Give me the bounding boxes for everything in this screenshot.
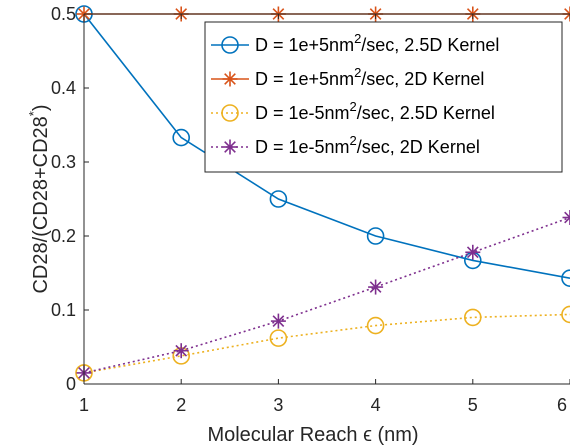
legend-label-3: D = 1e-5nm2/sec, 2.5D Kernel	[255, 99, 495, 123]
data-point-s4-3	[270, 313, 286, 329]
series-line-4	[83, 216, 570, 374]
series-line-3	[83, 313, 570, 374]
y-axis-label-sup: *	[26, 111, 41, 116]
y-axis-label-base: CD28/(CD28+CD28	[30, 116, 52, 293]
legend-label-2-sup: 2	[354, 65, 361, 80]
y-axis-label: CD28/(CD28+CD28*)	[26, 104, 52, 293]
legend-label-3-post: /sec, 2.5D Kernel	[357, 103, 495, 123]
y-axis-label-tail: )	[30, 104, 52, 111]
legend-marker-3	[221, 104, 239, 122]
legend-marker-2	[222, 71, 238, 87]
legend-marker-1	[221, 36, 239, 54]
legend-label-1: D = 1e+5nm2/sec, 2.5D Kernel	[255, 31, 499, 55]
legend-label-3-sup: 2	[350, 99, 357, 114]
x-axis-label: Molecular Reach ϵ (nm)	[207, 424, 418, 446]
legend-label-4-post: /sec, 2D Kernel	[357, 137, 480, 157]
legend-label-1-sup: 2	[354, 31, 361, 46]
data-point-s3-6	[561, 305, 570, 324]
x-tick-label-1: 1	[79, 395, 89, 415]
data-point-s3-4	[366, 316, 385, 335]
data-point-s1-2	[172, 128, 190, 147]
legend-label-2-post: /sec, 2D Kernel	[361, 69, 484, 89]
legend-label-4: D = 1e-5nm2/sec, 2D Kernel	[255, 133, 480, 157]
data-point-s4-5	[465, 244, 481, 260]
x-tick-label-5: 5	[468, 395, 478, 415]
y-tick-label-0.2: 0.2	[51, 226, 76, 246]
legend-label-2-pre: D = 1e+5nm	[255, 69, 354, 89]
data-point-s4-6	[562, 210, 570, 225]
data-point-s1-4	[366, 227, 385, 245]
legend-label-4-sup: 2	[350, 133, 357, 148]
data-point-s3-5	[463, 308, 482, 327]
data-point-s4-4	[368, 279, 384, 295]
x-tick-label-2: 2	[176, 395, 186, 415]
legend-marker-4	[222, 139, 238, 155]
axes: 1 2 3 4 5 6 0 0.1 0.2 0.3 0.4 0.5 Molecular Reach ϵ …	[26, 4, 570, 446]
x-tick-label-6: 6	[557, 395, 567, 415]
data-point-s1-6	[561, 269, 570, 287]
legend-label-1-post: /sec, 2.5D Kernel	[361, 35, 499, 55]
legend-label-3-pre: D = 1e-5nm	[255, 103, 350, 123]
series-line-1	[83, 13, 570, 279]
x-tick-label-4: 4	[371, 395, 381, 415]
x-tick-label-3: 3	[273, 395, 283, 415]
data-point-s1-3	[269, 190, 288, 208]
legend-label-4-pre: D = 1e-5nm	[255, 137, 350, 157]
legend-label-1-pre: D = 1e+5nm	[255, 35, 354, 55]
y-tick-label-0.1: 0.1	[51, 300, 76, 320]
y-tick-label-0: 0	[66, 374, 76, 394]
y-tick-label-0.3: 0.3	[51, 152, 76, 172]
data-point-s3-3	[269, 329, 288, 347]
data-point-s4-2	[173, 343, 189, 359]
y-tick-label-0.5: 0.5	[51, 4, 76, 24]
y-tick-label-0.4: 0.4	[51, 78, 76, 98]
legend-box	[204, 21, 563, 173]
legend-label-2: D = 1e+5nm2/sec, 2D Kernel	[255, 65, 484, 89]
